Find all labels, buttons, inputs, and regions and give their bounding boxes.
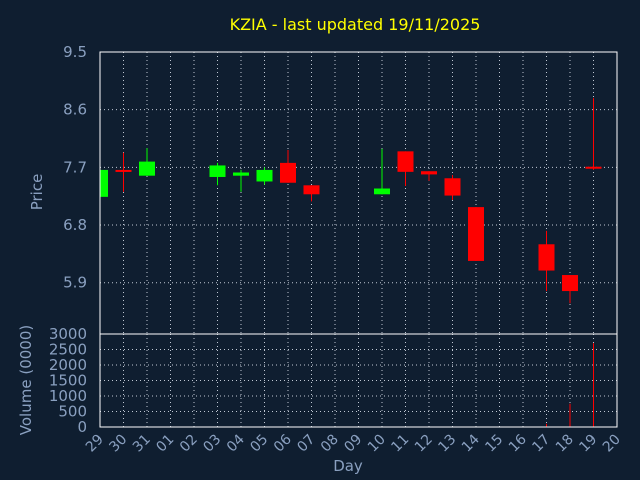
candle-29	[99, 169, 108, 197]
x-tick-label: 10	[365, 432, 389, 456]
volume-tick-label: 500	[58, 403, 87, 421]
price-tick-label: 6.8	[63, 216, 87, 234]
candle-body	[139, 161, 155, 176]
price-tick-label: 9.5	[63, 43, 87, 61]
candle-body	[233, 172, 249, 176]
x-tick-label: 17	[529, 432, 553, 456]
x-tick-label: 07	[294, 432, 318, 456]
volume-tick-label: 2000	[49, 356, 87, 374]
candle-body	[256, 169, 273, 182]
x-tick-label: 11	[388, 432, 412, 456]
candle-06	[280, 150, 296, 183]
candle-body	[585, 166, 602, 169]
x-tick-label: 31	[130, 432, 154, 456]
x-tick-label: 01	[153, 432, 177, 456]
candle-31	[139, 148, 155, 176]
x-tick-label: 30	[106, 432, 130, 456]
x-tick-label: 05	[247, 432, 271, 456]
x-tick-label: 06	[271, 431, 295, 455]
volume-tick-label: 2500	[49, 341, 87, 359]
x-tick-label: 02	[177, 432, 201, 456]
candle-body	[115, 169, 132, 172]
candle-body	[421, 171, 437, 175]
volume-tick-label: 0	[77, 418, 87, 436]
x-axis-label: Day	[333, 457, 363, 475]
candle-body	[444, 178, 461, 196]
price-tick-label: 7.7	[63, 158, 87, 176]
x-tick-label: 15	[482, 432, 506, 456]
candle-13	[444, 175, 461, 201]
candle-11	[397, 151, 414, 186]
candle-body	[280, 162, 296, 183]
candle-body	[538, 244, 555, 271]
volume-axis-label: Volume (0000)	[17, 325, 35, 435]
candle-body	[209, 165, 226, 177]
x-tick-label: 20	[600, 432, 624, 456]
price-tick-label: 5.9	[63, 274, 87, 292]
x-tick-label: 14	[459, 431, 483, 455]
x-tick-label: 03	[200, 432, 224, 456]
candle-body	[468, 207, 484, 261]
volume-tick-label: 3000	[49, 325, 87, 343]
x-tick-label: 04	[224, 431, 248, 455]
volume-tick-label: 1500	[49, 372, 87, 390]
x-tick-label: 16	[506, 431, 530, 455]
candle-03	[209, 162, 226, 186]
x-tick-label: 19	[576, 432, 600, 456]
candle-14	[468, 207, 484, 261]
candle-30	[115, 152, 132, 192]
price-tick-label: 8.6	[63, 101, 87, 119]
candle-12	[421, 171, 437, 181]
x-tick-label: 09	[341, 432, 365, 456]
candle-17	[538, 230, 555, 292]
volume-tick-label: 1000	[49, 387, 87, 405]
candle-body	[374, 188, 390, 195]
candle-body	[562, 275, 578, 292]
candle-19	[585, 98, 602, 170]
candle-07	[303, 185, 320, 202]
candle-body	[397, 151, 414, 172]
volume-panel-frame	[99, 333, 618, 428]
candle-04	[233, 169, 249, 192]
candle-05	[256, 167, 273, 185]
x-tick-label: 18	[553, 432, 577, 456]
candle-18	[562, 275, 578, 304]
x-tick-label: 12	[412, 432, 436, 456]
price-panel: 9.5 8.6 7.7 6.8 5.9	[63, 43, 618, 335]
x-tick-label: 08	[318, 432, 342, 456]
x-tick-label: 13	[435, 432, 459, 456]
candle-10	[374, 148, 390, 195]
candle-body	[303, 185, 320, 195]
candle-body	[100, 169, 108, 197]
chart-title: KZIA - last updated 19/11/2025	[230, 15, 481, 34]
price-panel-frame	[99, 51, 618, 335]
price-axis-label: Price	[28, 174, 46, 211]
